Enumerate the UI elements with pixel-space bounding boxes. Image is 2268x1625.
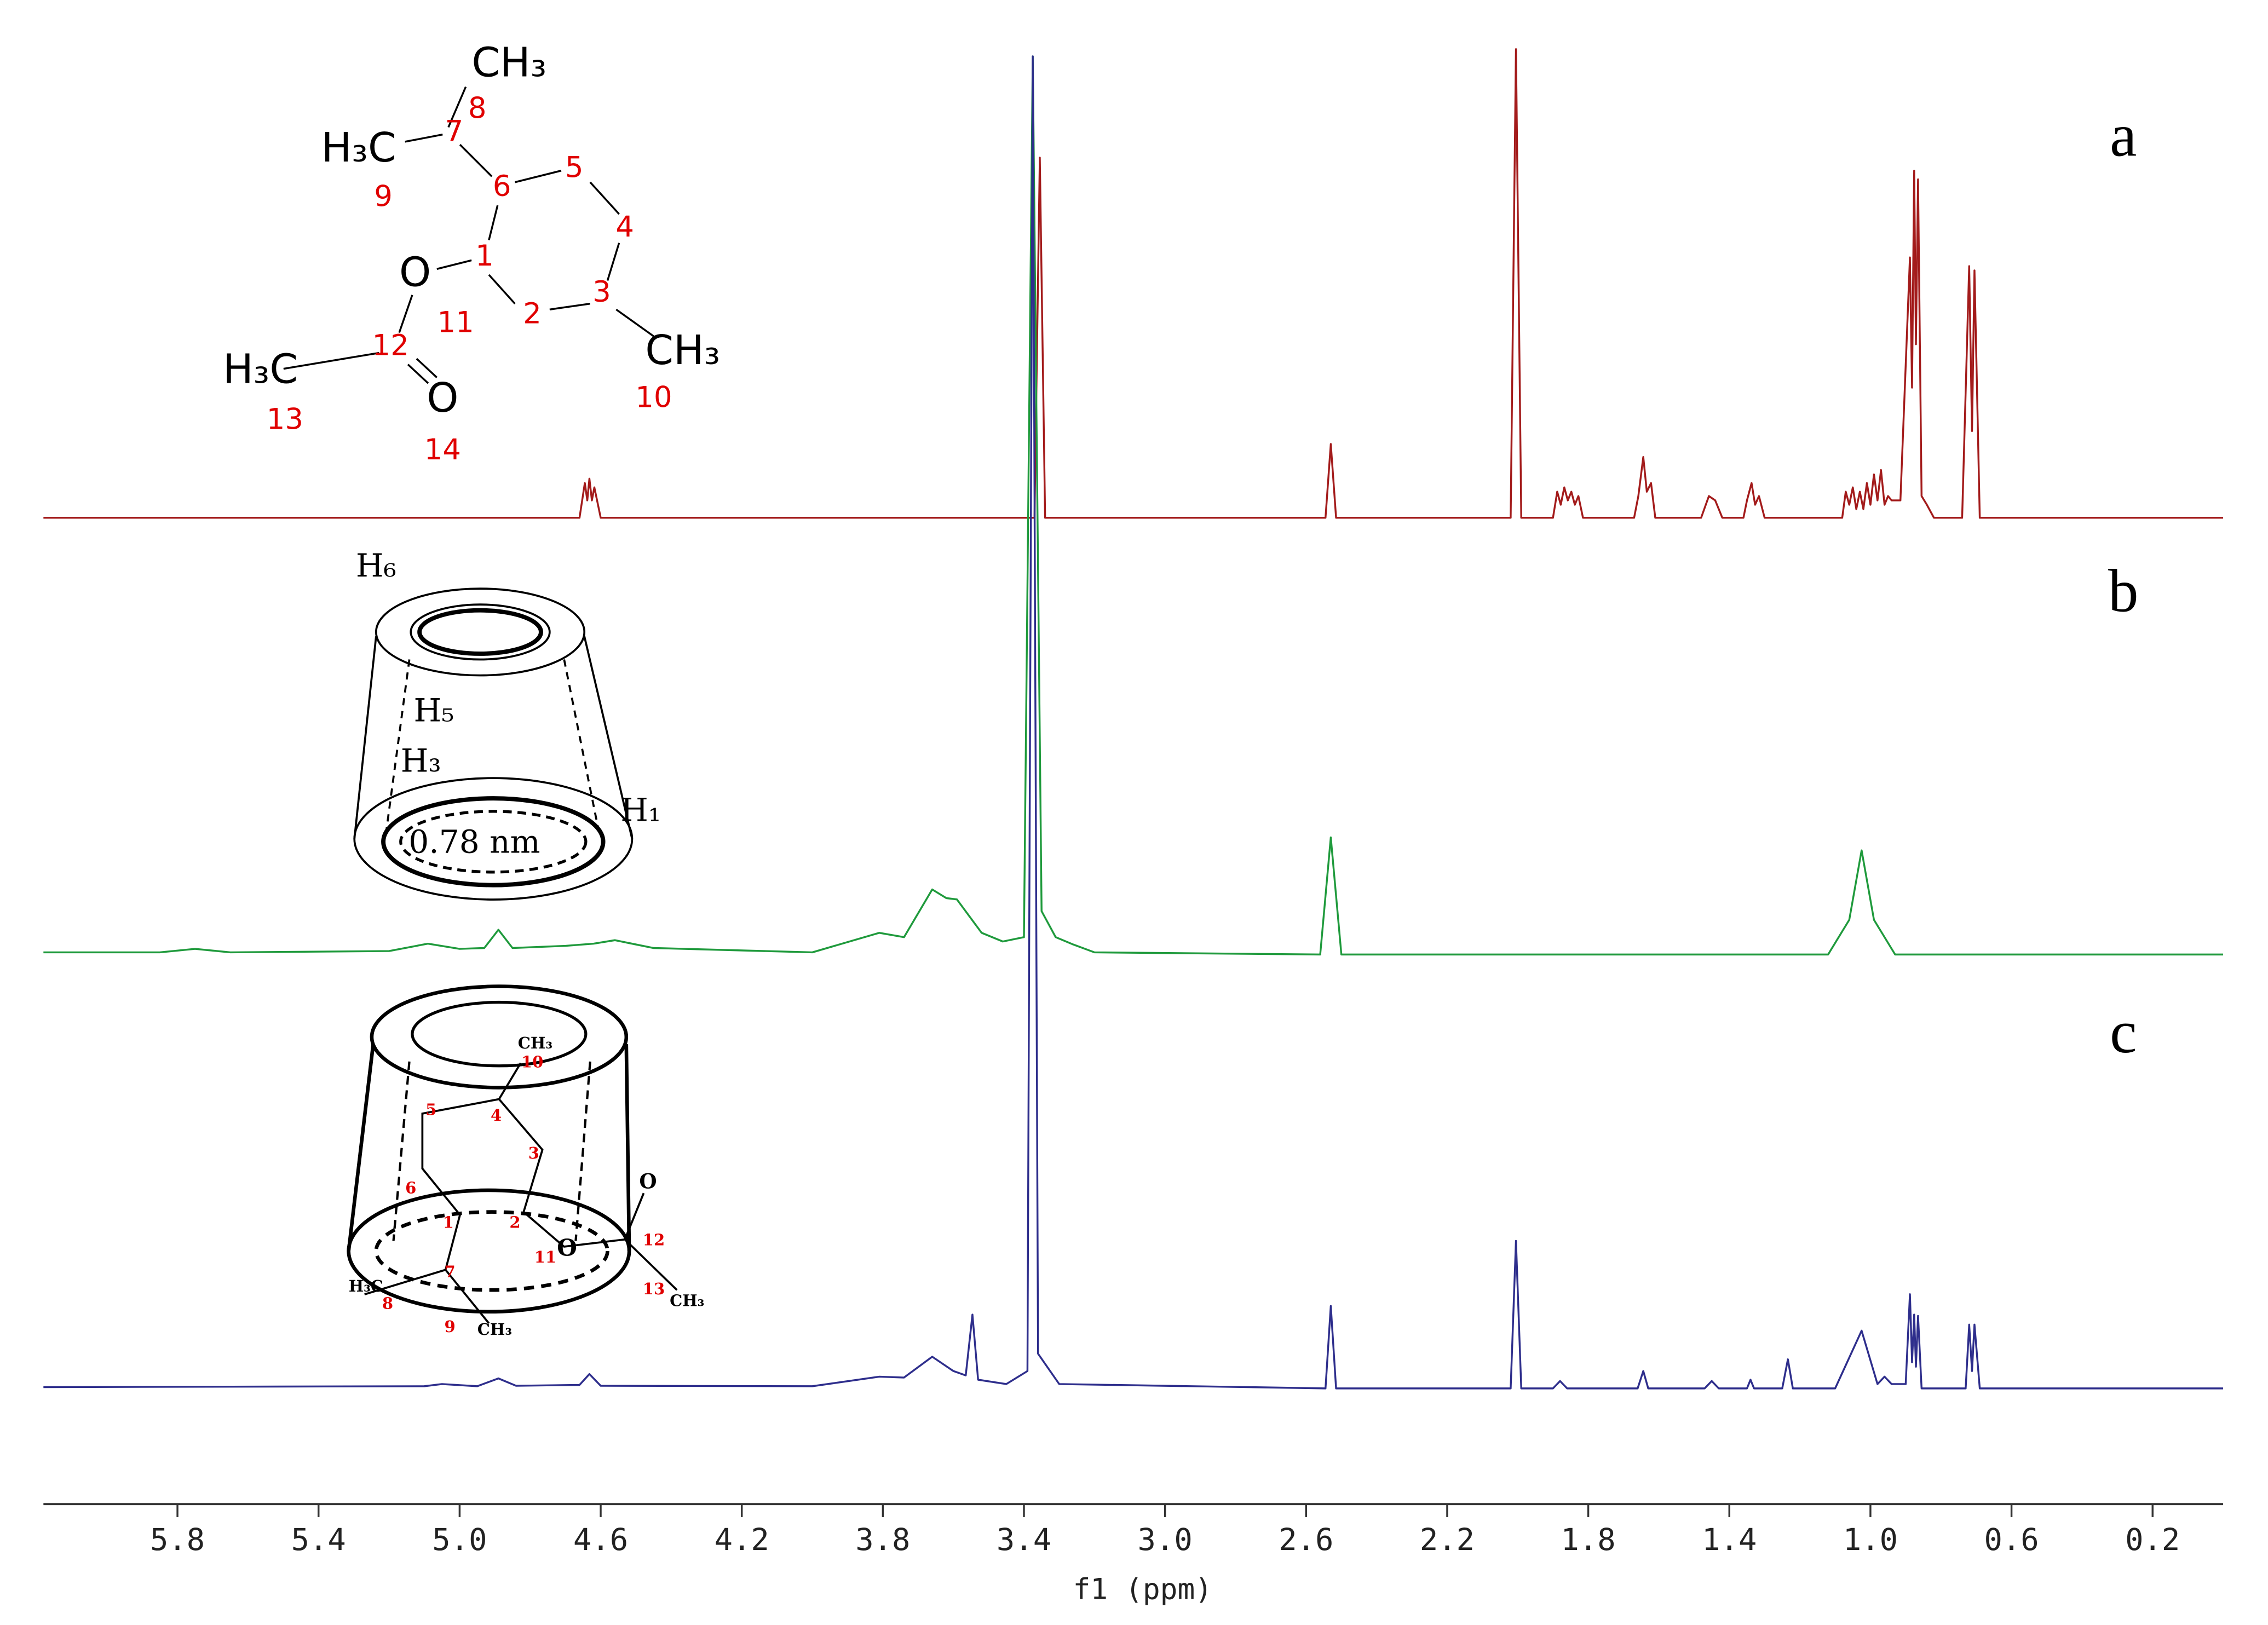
annotation: CH₃ — [477, 1320, 512, 1339]
annotation: 7 — [445, 115, 464, 148]
annotation: 3 — [592, 275, 611, 309]
annotation: 5 — [425, 1100, 436, 1119]
annotation: 13 — [643, 1280, 665, 1298]
annotation: 6 — [493, 170, 511, 203]
annotation: 6 — [405, 1178, 416, 1197]
annotation: 11 — [534, 1248, 556, 1266]
annotation: O — [639, 1169, 657, 1193]
annotation: 8 — [382, 1294, 393, 1313]
x-tick-label: 5.0 — [432, 1523, 487, 1558]
annotation: 13 — [267, 402, 303, 436]
x-tick-label: 0.2 — [2125, 1523, 2180, 1558]
x-tick-label: 1.0 — [1843, 1523, 1898, 1558]
annotation: CH₃ — [670, 1291, 704, 1310]
annotation: O — [399, 249, 431, 296]
x-tick-label: 1.8 — [1561, 1523, 1616, 1558]
annotation: 4 — [615, 210, 634, 244]
spectrum-line — [43, 55, 2224, 1390]
annotation: 2 — [523, 297, 542, 330]
x-tick-label: 4.2 — [715, 1523, 769, 1558]
annotation: H₃C — [349, 1277, 383, 1295]
annotation: CH₃ — [645, 327, 720, 374]
x-tick-label: 3.8 — [855, 1523, 910, 1558]
annotation: 12 — [372, 329, 409, 362]
x-tick-label: 5.8 — [150, 1523, 205, 1558]
annotation: O — [557, 1234, 577, 1261]
annotation: 9 — [374, 180, 393, 214]
annotation: H₃C — [321, 124, 396, 171]
annotation: 2 — [509, 1213, 520, 1232]
annotation: 14 — [424, 433, 461, 466]
annotation: 4 — [491, 1106, 502, 1125]
annotation: H₃C — [223, 345, 298, 393]
annotation: CH₃ — [518, 1034, 552, 1052]
cyclodextrin-c — [347, 984, 678, 1324]
x-tick-label: 3.4 — [997, 1523, 1051, 1558]
spectrum-line — [43, 48, 2224, 519]
annotation: 1 — [475, 239, 494, 273]
x-tick-label: 4.6 — [573, 1523, 628, 1558]
annotation: 11 — [438, 306, 474, 339]
annotation: CH₃ — [471, 39, 546, 86]
annotation: 3 — [528, 1144, 539, 1162]
annotation: 1 — [443, 1213, 454, 1232]
x-tick-label: 5.4 — [291, 1523, 346, 1558]
annotation: 9 — [444, 1317, 455, 1336]
x-tick-label: 2.2 — [1420, 1523, 1475, 1558]
legend-label: b — [2108, 557, 2138, 624]
x-tick-label: 1.4 — [1702, 1523, 1757, 1558]
annotation: H₃ — [401, 742, 441, 780]
structure-a — [283, 86, 658, 384]
annotation: 0.78 nm — [408, 823, 540, 861]
annotation: 10 — [521, 1053, 543, 1071]
x-axis-label: f1 (ppm) — [1073, 1572, 1212, 1606]
x-tick-label: 2.6 — [1279, 1523, 1333, 1558]
annotation: 7 — [444, 1263, 455, 1281]
annotation: H₆ — [356, 547, 396, 584]
annotation: 10 — [635, 381, 672, 414]
annotation: O — [427, 374, 458, 422]
x-tick-label: 3.0 — [1138, 1523, 1193, 1558]
annotation: 12 — [643, 1230, 665, 1249]
annotation: 5 — [565, 151, 584, 185]
legend-label: a — [2110, 101, 2137, 169]
annotation: 8 — [468, 91, 487, 125]
legend-label: c — [2110, 998, 2137, 1065]
annotation: H₅ — [414, 692, 454, 729]
x-tick-label: 0.6 — [1984, 1523, 2039, 1558]
spectrum-line — [43, 55, 2224, 956]
cyclodextrin-b — [353, 587, 634, 901]
annotation: H₁ — [620, 792, 661, 829]
